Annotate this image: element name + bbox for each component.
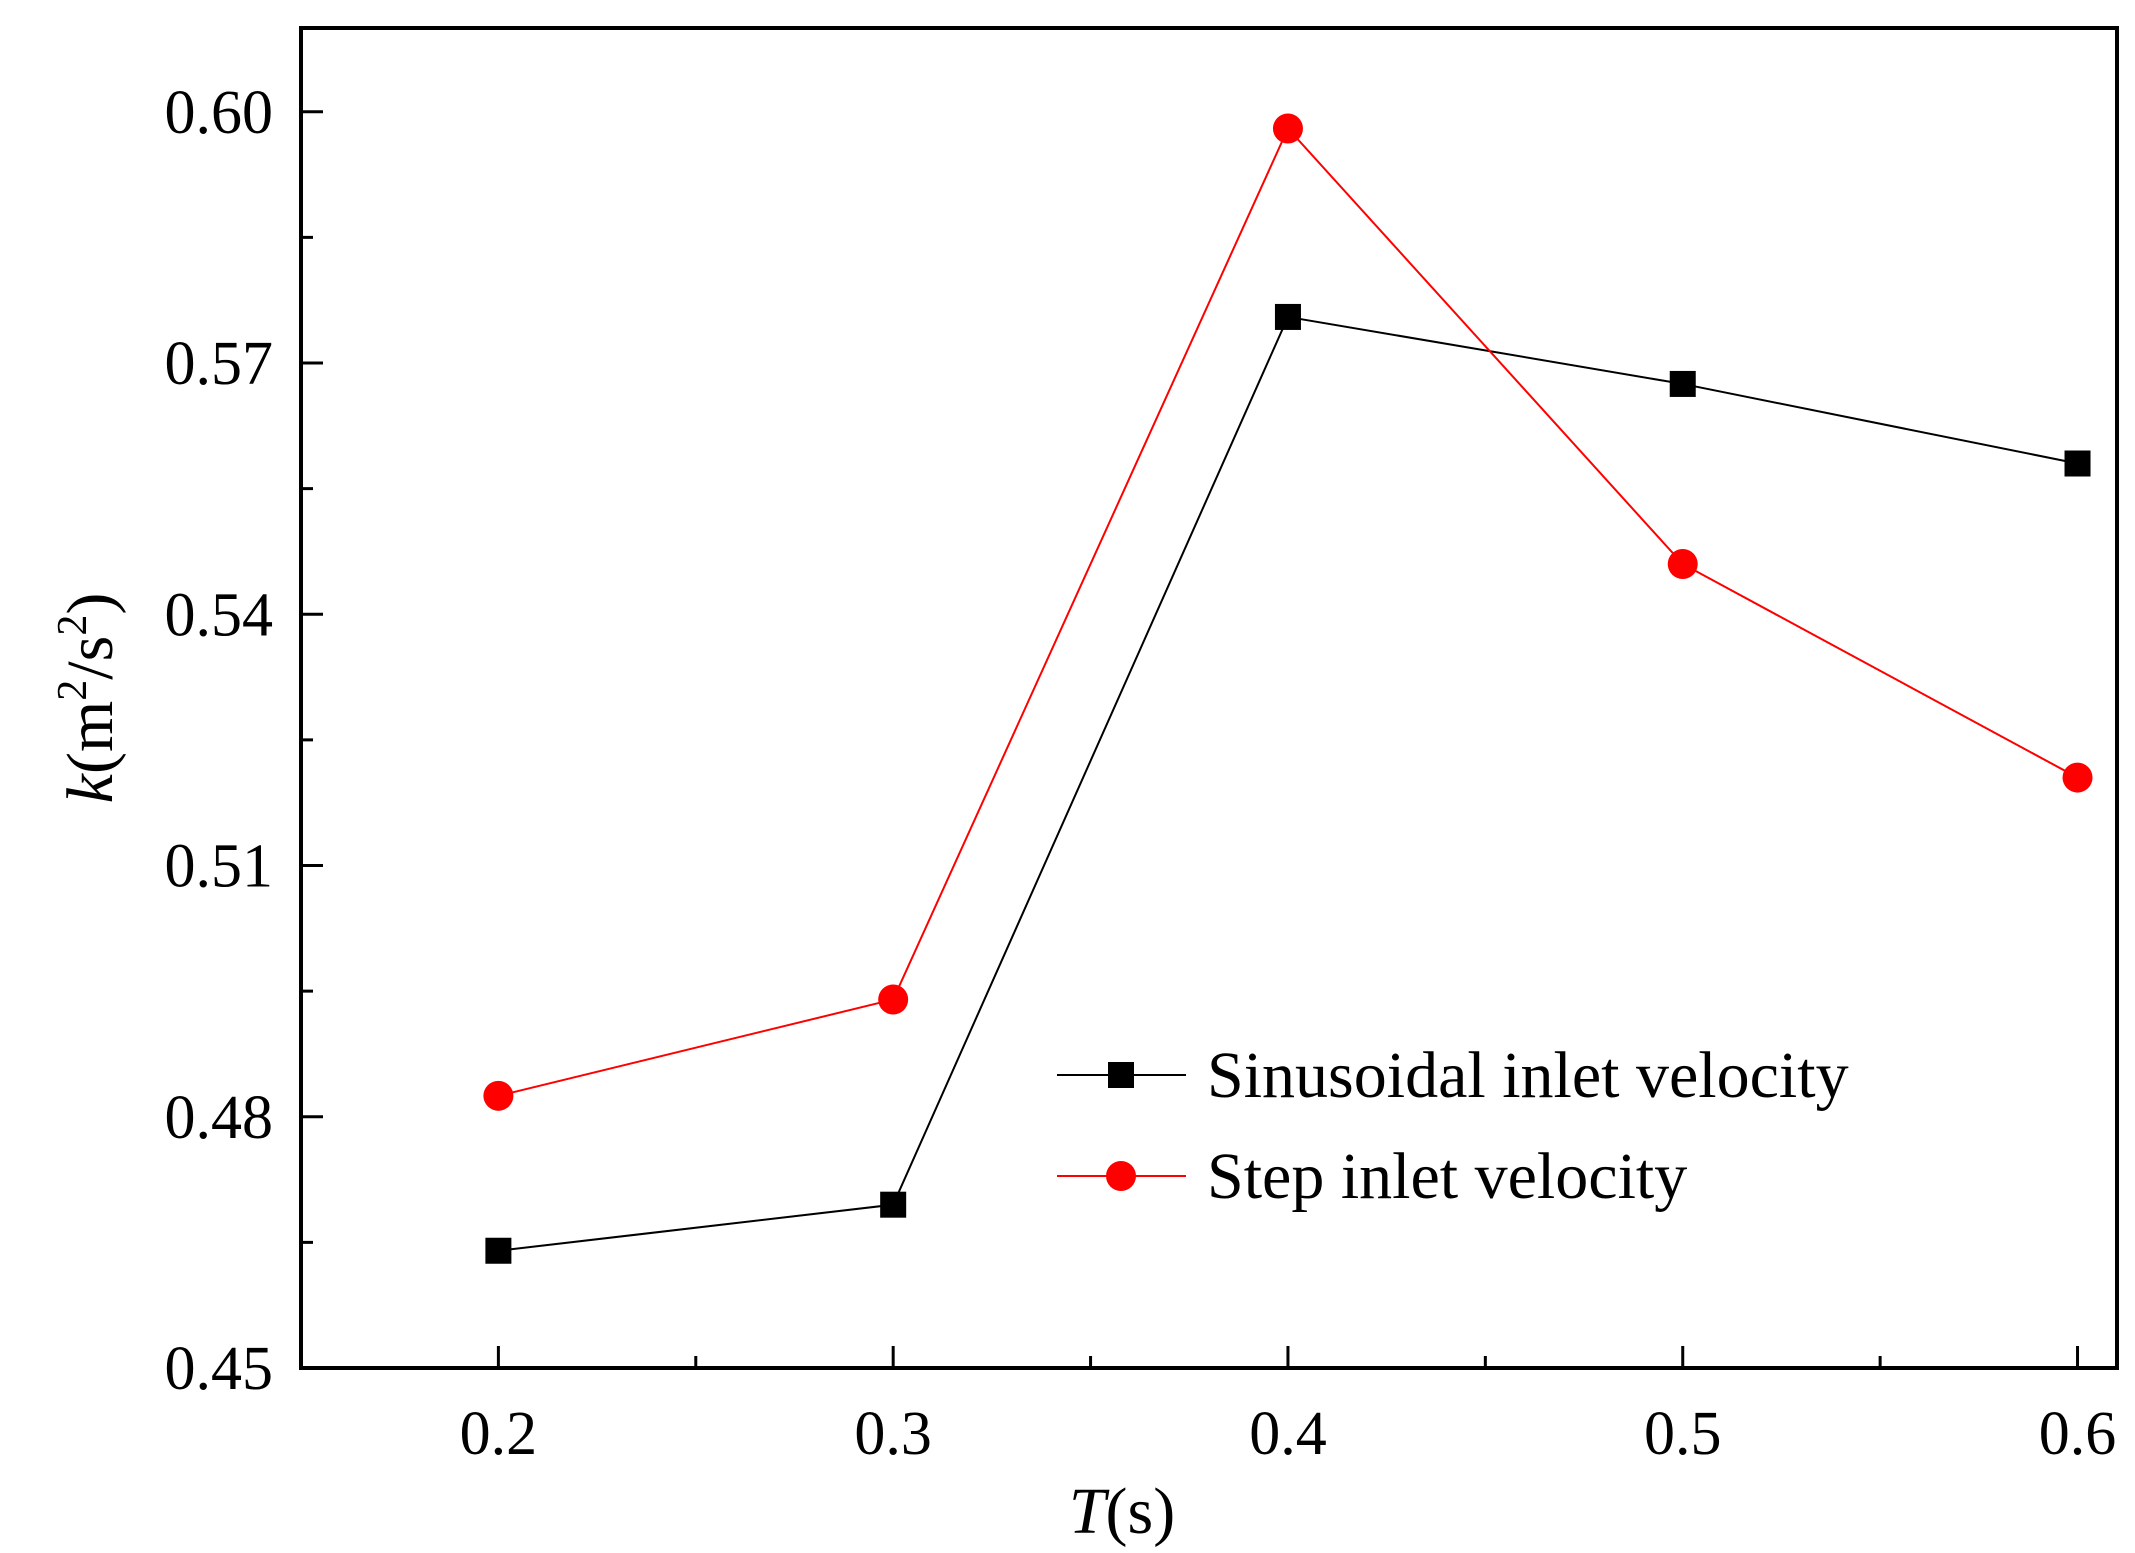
y-axis-title: k(m2/s2) [50, 593, 127, 804]
data-point-square [1669, 370, 1696, 397]
data-point-circle [483, 1080, 514, 1111]
y-tick-label: 0.60 [165, 79, 274, 147]
x-tick-label: 0.2 [460, 1400, 538, 1468]
series-sinusoidal [485, 303, 2091, 1264]
x-tick-label: 0.4 [1249, 1400, 1327, 1468]
y-tick-label: 0.57 [165, 330, 274, 398]
x-tick-label: 0.6 [2039, 1400, 2117, 1468]
y-tick-label: 0.45 [165, 1335, 274, 1403]
y-axis-ticks: 0.45 0.48 0.51 0.54 0.57 0.60 [165, 79, 323, 1403]
series-step [483, 113, 2093, 1111]
legend-marker-step [1106, 1161, 1136, 1191]
data-point-square [880, 1191, 907, 1218]
y-tick-label: 0.48 [165, 1084, 274, 1152]
legend: Sinusoidal inlet velocity Step inlet vel… [1057, 1039, 1849, 1213]
y-tick-label: 0.51 [165, 833, 274, 901]
y-tick-label: 0.54 [165, 581, 274, 649]
data-point-circle [1667, 549, 1698, 579]
x-tick-label: 0.5 [1644, 1400, 1722, 1468]
x-axis-title: T(s) [1069, 1475, 1175, 1548]
legend-label-step: Step inlet velocity [1207, 1140, 1687, 1213]
data-point-circle [2062, 762, 2093, 793]
data-point-square [485, 1237, 512, 1264]
legend-marker-sinusoidal [1108, 1062, 1134, 1088]
data-point-circle [1272, 113, 1303, 144]
legend-label-sinusoidal: Sinusoidal inlet velocity [1207, 1039, 1849, 1112]
x-tick-label: 0.3 [854, 1400, 932, 1468]
data-point-square [2064, 450, 2091, 477]
data-point-circle [878, 984, 909, 1015]
series-line [498, 126, 2078, 1097]
plot-frame [299, 26, 2119, 1370]
data-point-square [1274, 303, 1301, 330]
series-layer [483, 113, 2093, 1264]
x-axis-ticks: 0.2 0.3 0.4 0.5 0.6 [460, 1346, 2117, 1468]
